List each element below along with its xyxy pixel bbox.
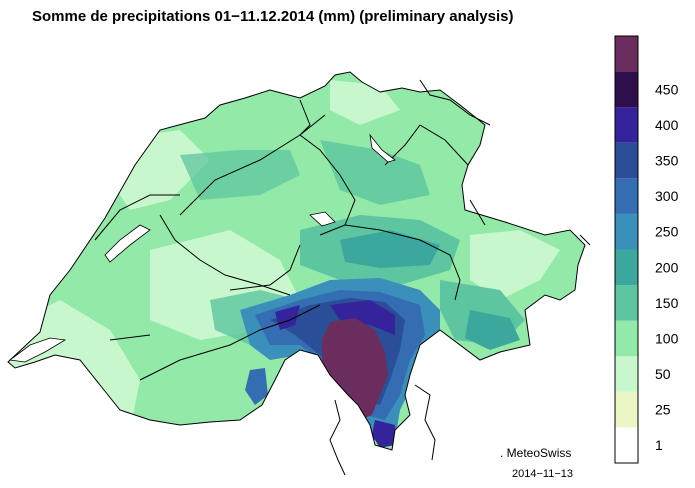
legend-swatch: [615, 71, 638, 108]
legend-label: 25: [655, 402, 671, 418]
zone-100-150: [180, 150, 300, 200]
legend-swatch: [615, 178, 638, 214]
zone-100-150: [320, 140, 430, 205]
legend-label: 450: [655, 81, 679, 97]
legend-label: 400: [655, 117, 679, 133]
legend-swatch: [615, 107, 638, 143]
external-lines: [329, 79, 591, 476]
zone-400-450: [275, 305, 300, 330]
legend-swatch: [615, 36, 638, 72]
zone-400-450: [372, 420, 395, 448]
credit-text: . MeteoSwiss: [500, 446, 572, 460]
lakes: [8, 133, 396, 363]
lake-geneva: [8, 337, 67, 363]
lake-zurich: [369, 133, 396, 163]
legend-label: 1: [655, 437, 663, 453]
legend-swatch: [615, 320, 638, 357]
legend-swatch: [615, 356, 638, 392]
zone-25-50: [470, 230, 560, 300]
legend-swatch: [615, 213, 638, 250]
legend-label: 300: [655, 188, 679, 204]
zone-150-200: [340, 230, 440, 268]
legend-swatch: [615, 427, 638, 463]
legend-label: 200: [655, 259, 679, 275]
zone-450-plus: [322, 318, 388, 420]
region-boundaries: [94, 99, 486, 381]
map-title: Somme de precipitations 01−11.12.2014 (m…: [32, 8, 514, 25]
legend-swatch: [615, 285, 638, 321]
lake-neuchatel: [104, 224, 151, 263]
legend-label: 350: [655, 153, 679, 169]
legend-swatch: [615, 142, 638, 179]
legend-swatch: [615, 391, 638, 428]
legend-frame: [614, 35, 639, 464]
date-text: 2014−11−13: [512, 468, 573, 480]
zone-400-450: [330, 300, 395, 335]
zone-150-200: [465, 310, 520, 350]
legend-label: 100: [655, 330, 679, 346]
precipitation-zones: [8, 80, 560, 448]
legend-swatch: [615, 249, 638, 286]
legend-label: 150: [655, 295, 679, 311]
lake-lucerne: [309, 211, 336, 227]
zone-300-350: [245, 368, 268, 405]
legend-label: 50: [655, 366, 671, 382]
legend-label: 250: [655, 224, 679, 240]
